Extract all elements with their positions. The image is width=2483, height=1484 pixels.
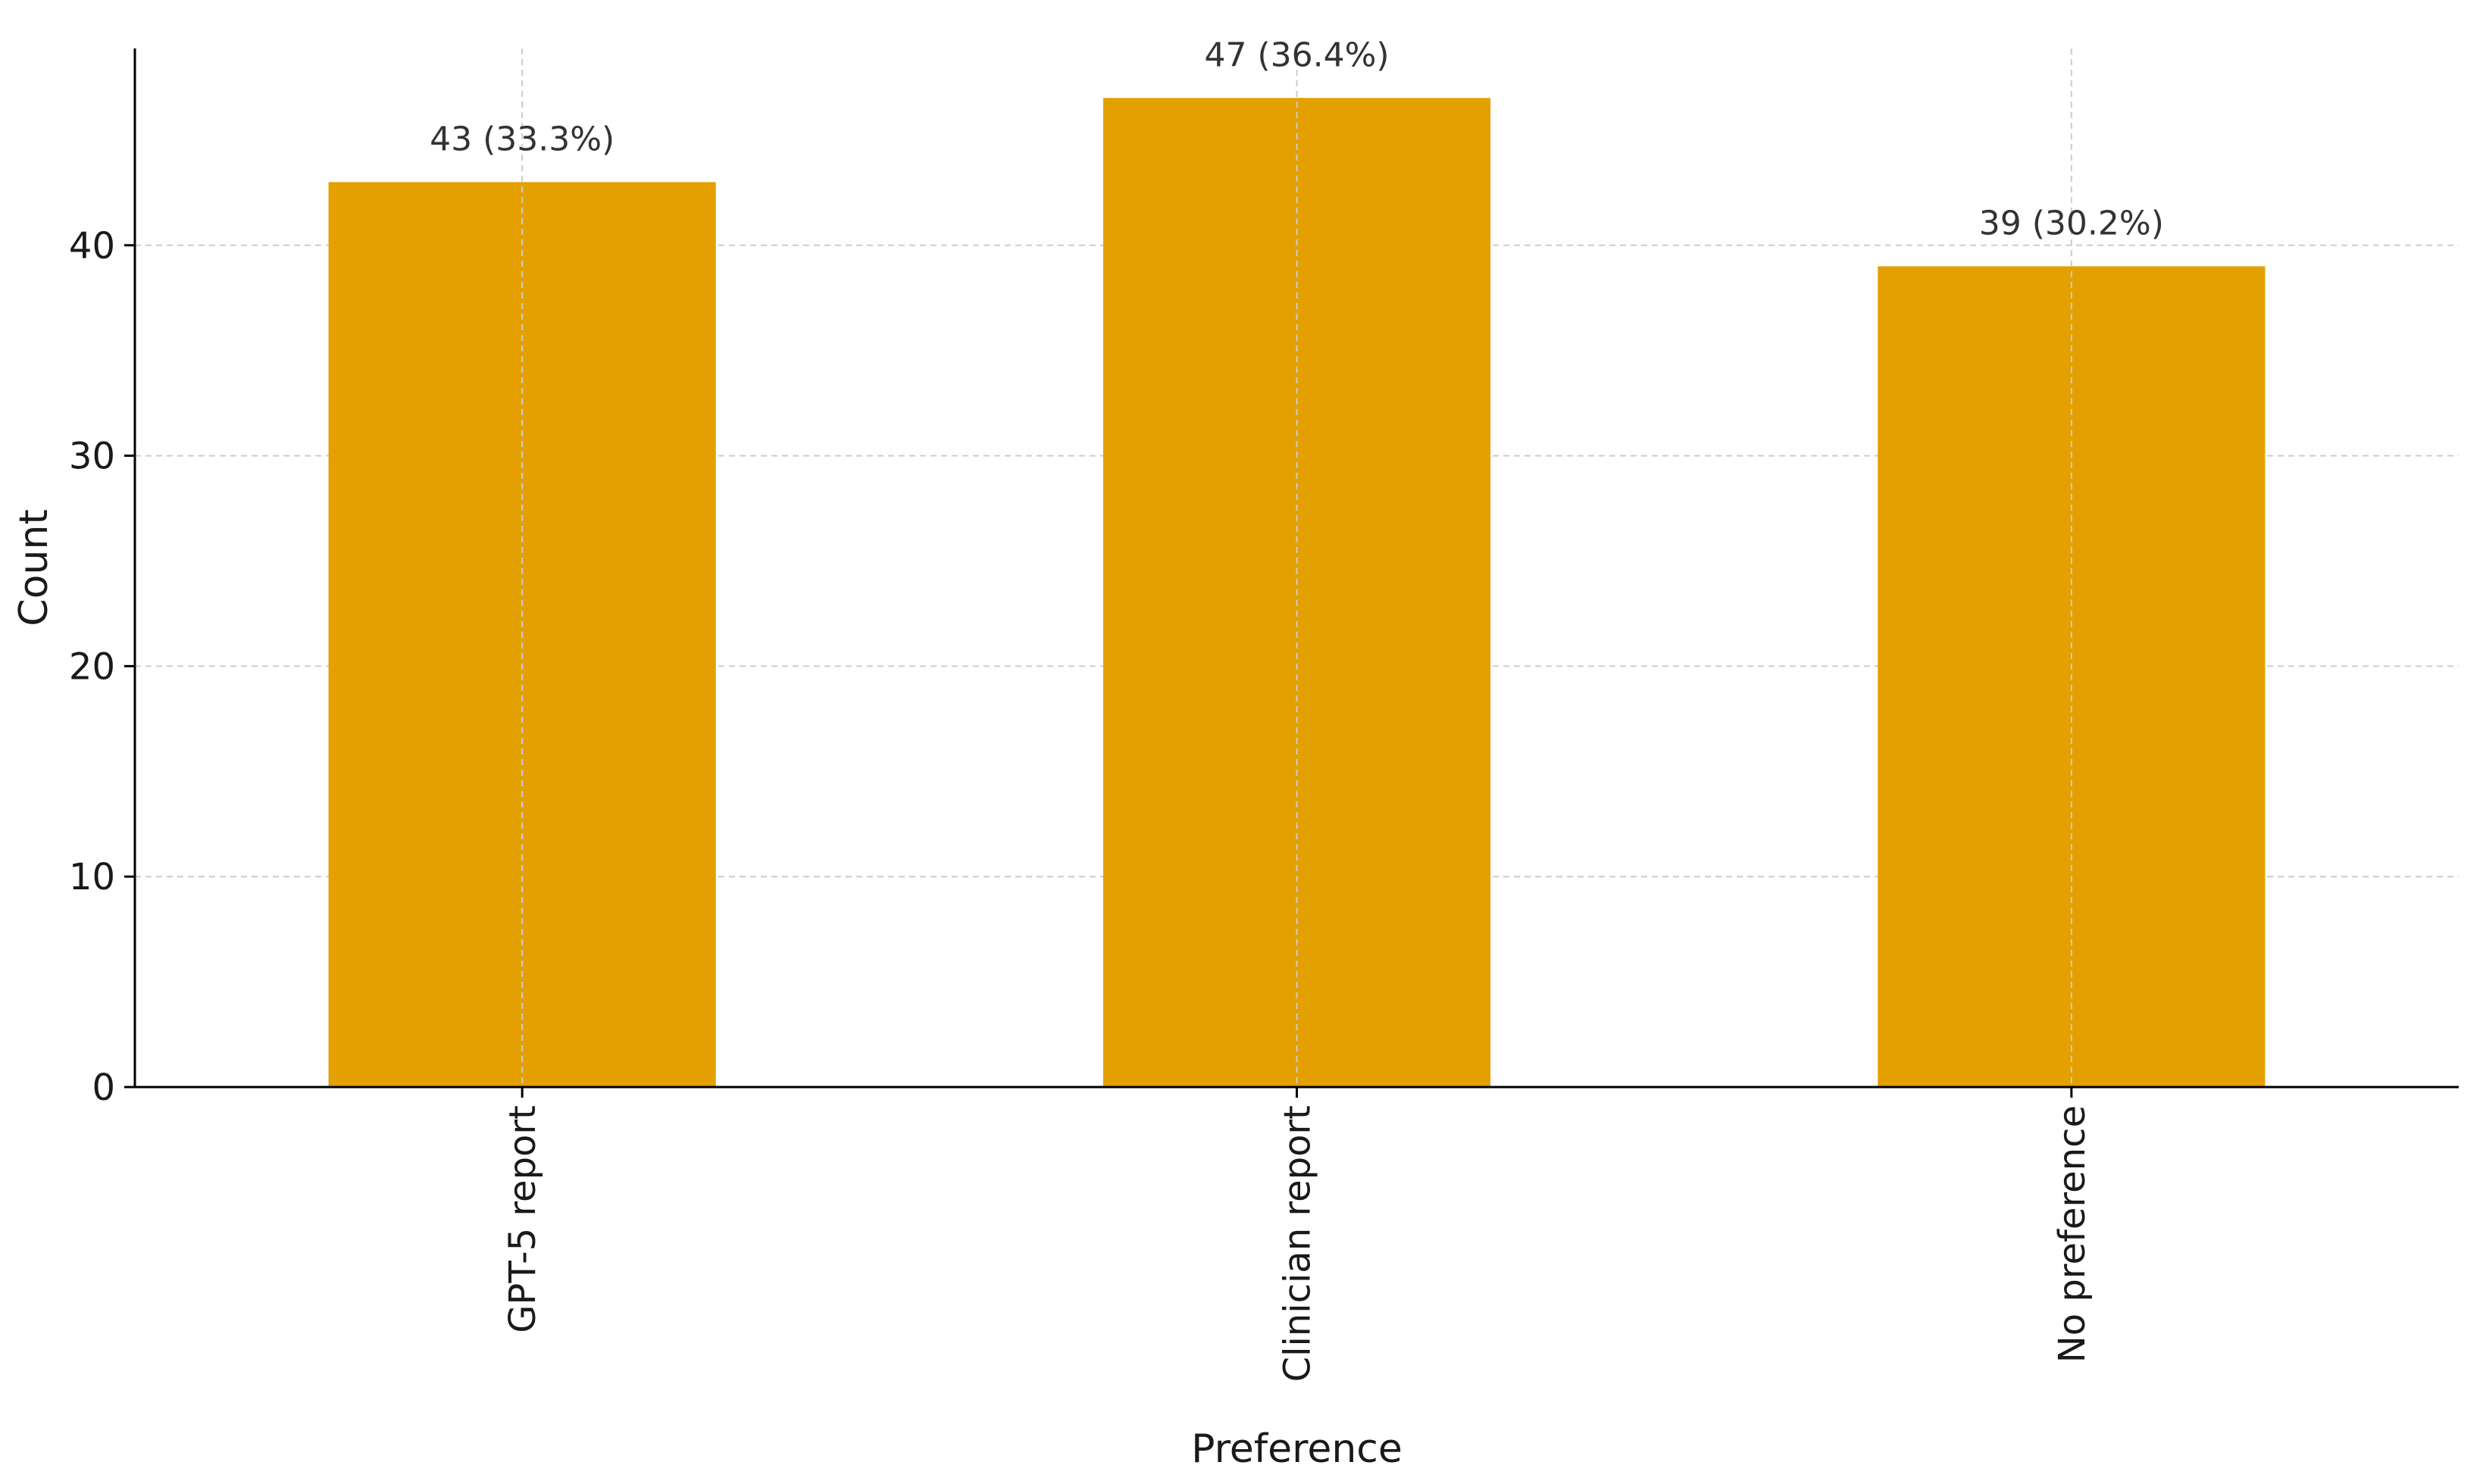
data-label: 43 (33.3%) xyxy=(430,120,614,158)
data-labels: 43 (33.3%) 47 (36.4%) 39 (30.2%) xyxy=(430,36,2164,242)
x-tick-label: Clinician report xyxy=(1277,1105,1319,1382)
y-tick-label: 10 xyxy=(69,856,115,898)
y-tick-label: 40 xyxy=(69,225,115,267)
y-tick-label: 20 xyxy=(69,645,115,688)
x-axis-title: Preference xyxy=(1191,1426,1403,1472)
x-tick-label: GPT-5 report xyxy=(502,1105,544,1333)
y-tick-label: 0 xyxy=(92,1067,115,1109)
y-ticks: 0 10 20 30 40 xyxy=(69,225,135,1109)
y-tick-label: 30 xyxy=(69,436,115,478)
x-tick-label: No preference xyxy=(2051,1105,2094,1363)
x-ticks: GPT-5 report Clinician report No preferenc… xyxy=(502,1087,2094,1382)
data-label: 39 (30.2%) xyxy=(1979,205,2164,243)
y-axis-title: Count xyxy=(11,509,57,626)
data-label: 47 (36.4%) xyxy=(1204,36,1389,74)
x-grid-lines xyxy=(521,48,2072,1087)
